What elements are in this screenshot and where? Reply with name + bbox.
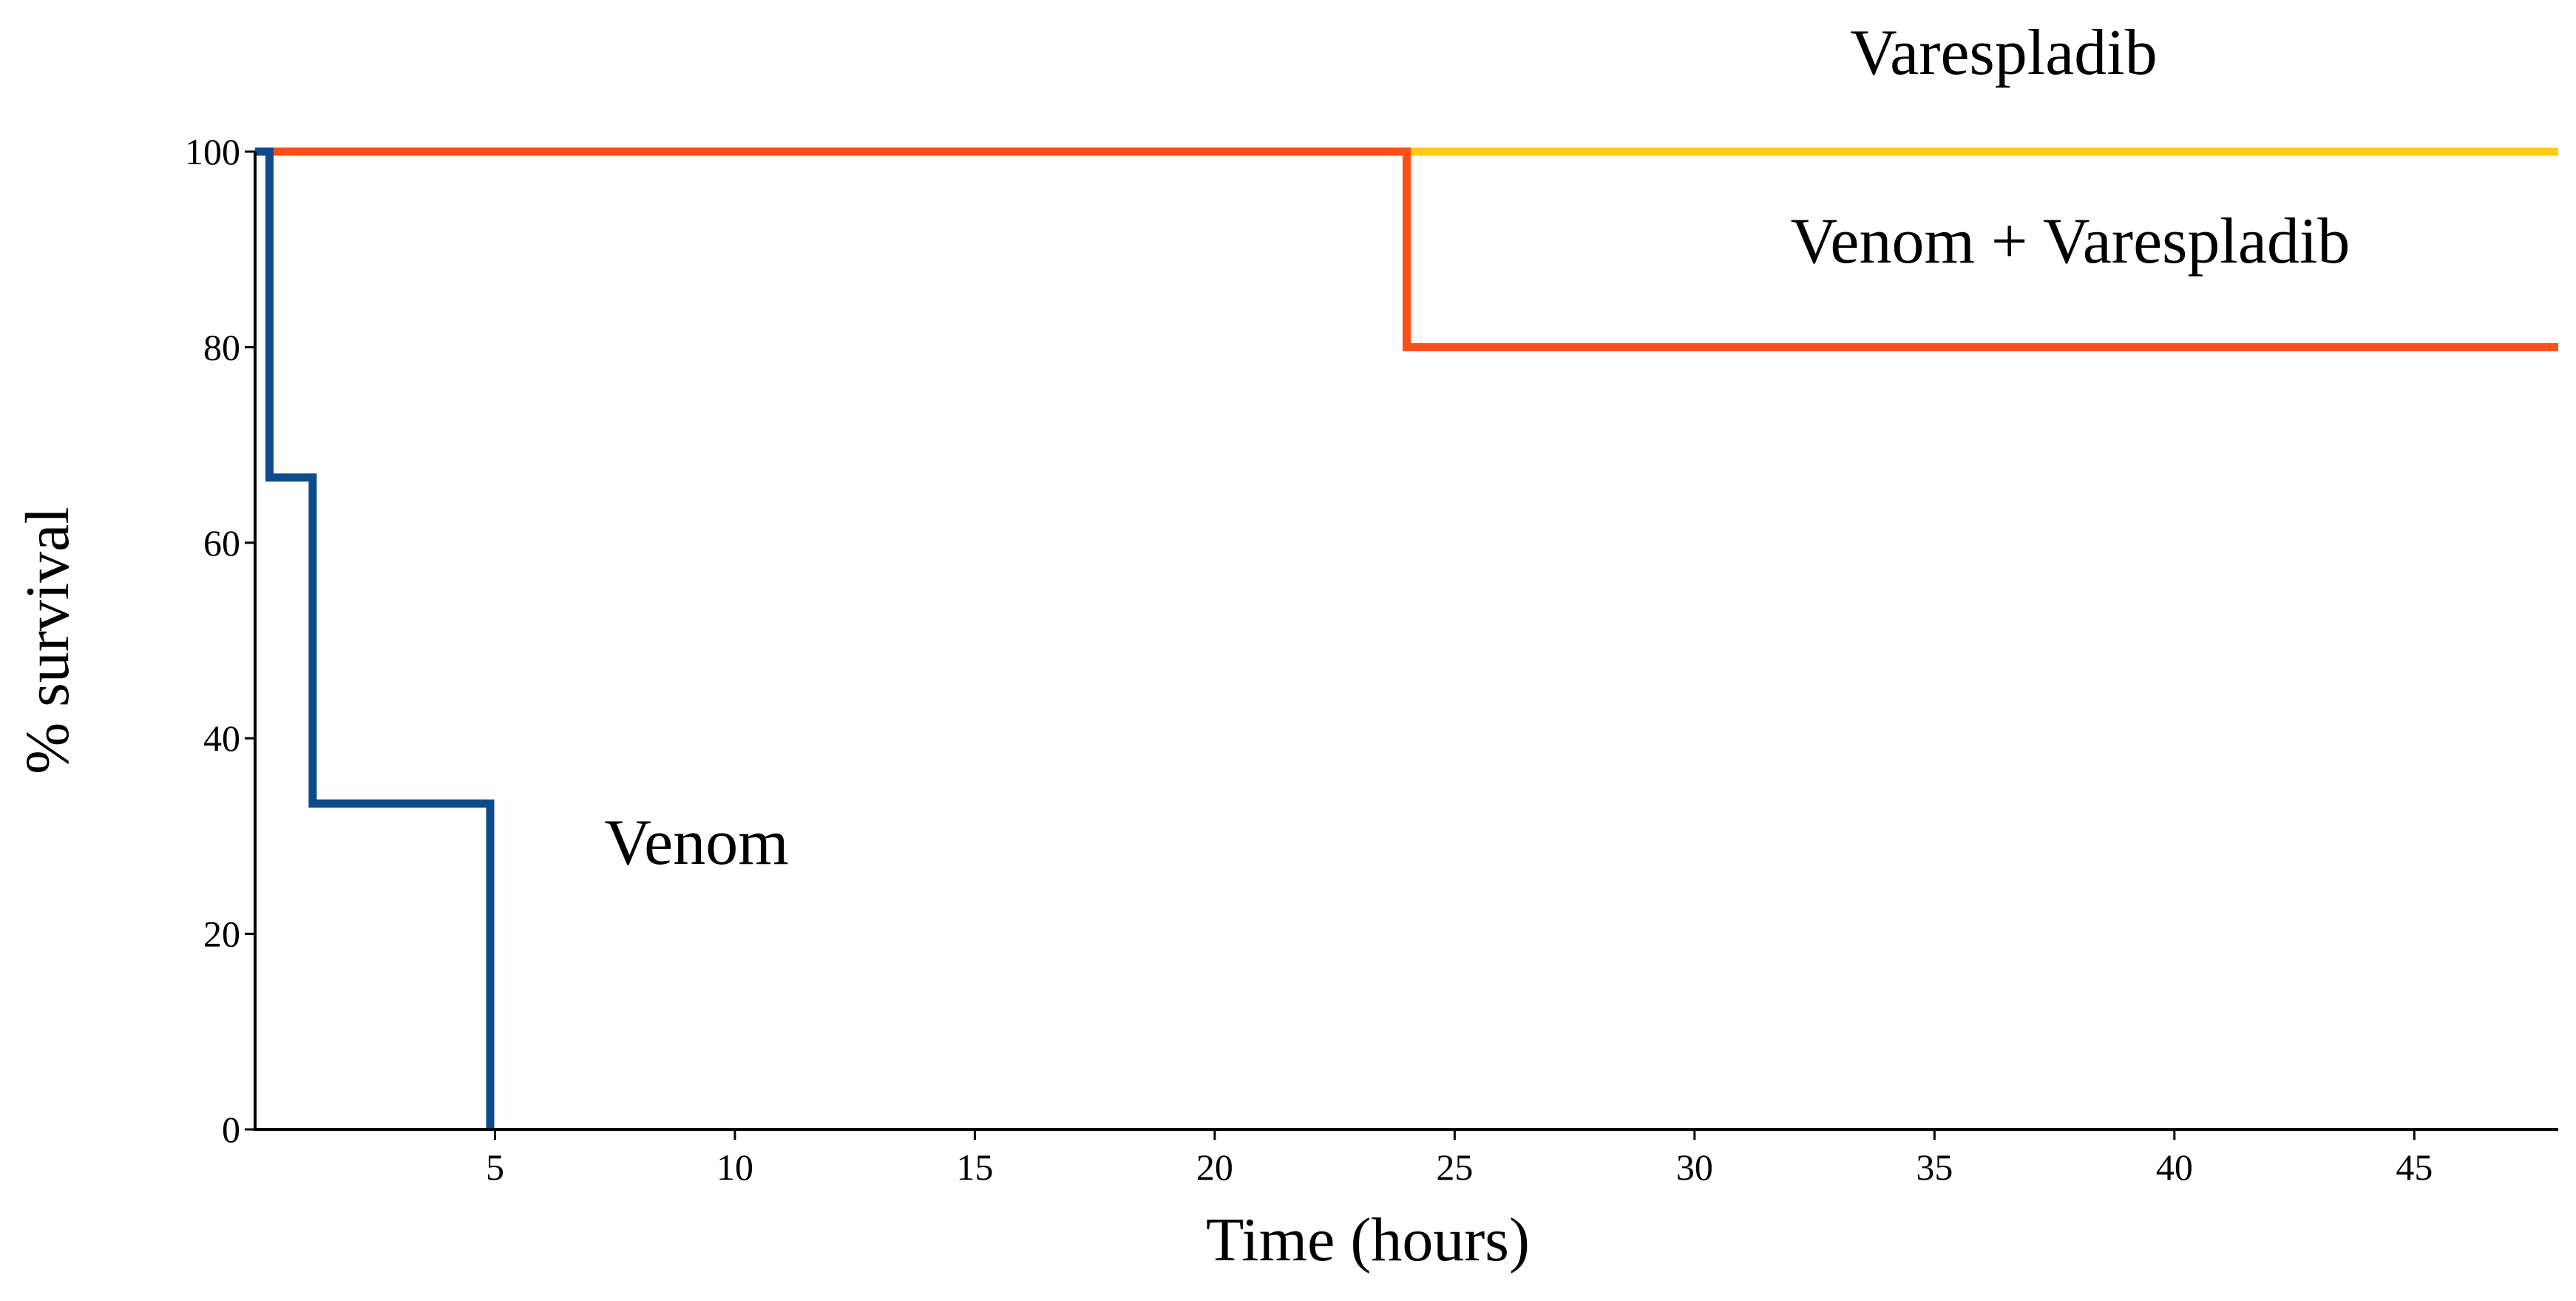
- y-tick-label: 20: [203, 913, 240, 955]
- x-tick-label: 5: [486, 1146, 504, 1188]
- x-tick-label: 45: [2396, 1146, 2433, 1188]
- x-tick-label: 25: [1436, 1146, 1473, 1188]
- x-tick-label: 15: [956, 1146, 993, 1188]
- x-axis-title: Time (hours): [1206, 1206, 1530, 1274]
- x-tick-label: 40: [2156, 1146, 2193, 1188]
- x-tick-label: 30: [1676, 1146, 1713, 1188]
- y-tick-label: 40: [203, 717, 240, 759]
- y-tick-label: 80: [203, 326, 240, 368]
- series-line-venom-varespladib: [255, 147, 2558, 351]
- series-label-venom: Venom: [604, 807, 788, 879]
- y-axis-title: % survival: [13, 507, 82, 774]
- y-tick-label: 60: [203, 522, 240, 564]
- y-tick-label: 100: [185, 131, 240, 172]
- series-label-venom-varespladib: Venom + Varespladib: [1791, 206, 2350, 277]
- y-tick-label: 0: [222, 1109, 240, 1150]
- x-tick-label: 35: [1916, 1146, 1953, 1188]
- x-tick-label: 20: [1196, 1146, 1233, 1188]
- series-labels: Varespladib Venom + Varespladib Venom: [604, 17, 2350, 879]
- series-label-varespladib: Varespladib: [1850, 17, 2157, 89]
- x-tick-label: 10: [716, 1146, 753, 1188]
- ticks-layer: 0 20 40 60 80 100 5 10 15 20 25 30 35 40 45: [185, 131, 2433, 1188]
- series-line-venom: [255, 147, 495, 1129]
- series-layer: [255, 147, 2558, 1129]
